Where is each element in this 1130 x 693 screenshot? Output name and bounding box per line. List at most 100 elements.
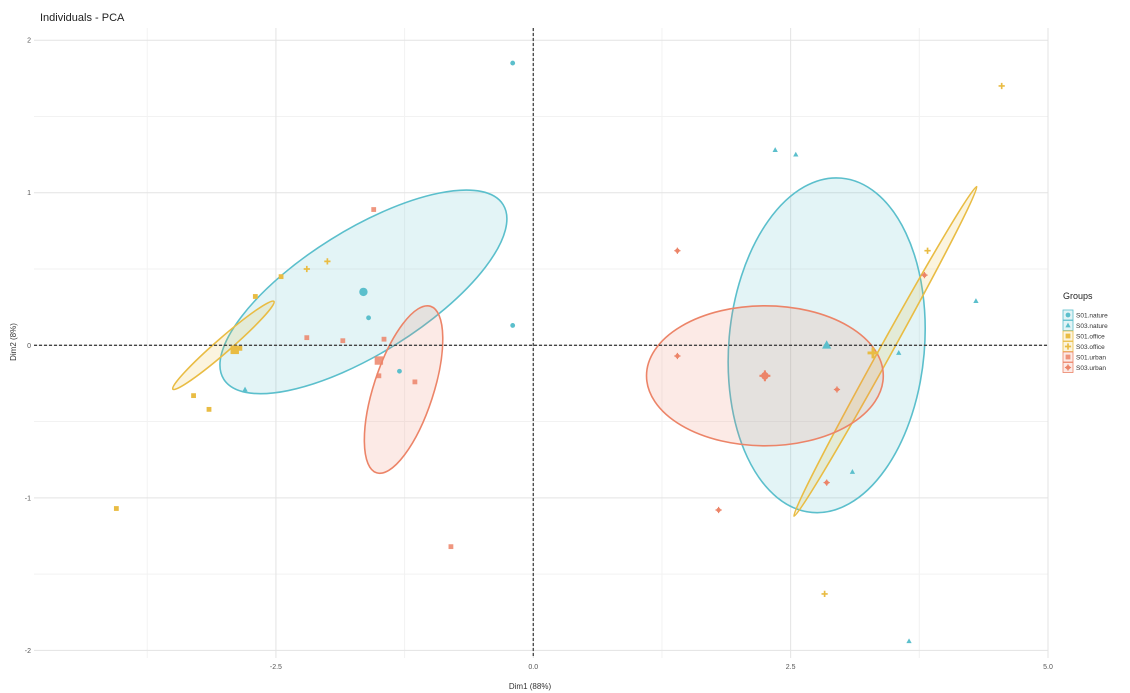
point-shape xyxy=(849,469,856,474)
point xyxy=(715,506,722,514)
centroid xyxy=(359,287,368,297)
legend-key-marker-shape xyxy=(1065,322,1071,328)
legend-label: S01.office xyxy=(1076,333,1105,340)
point xyxy=(906,638,912,644)
point-arms xyxy=(715,506,722,514)
point xyxy=(793,151,799,157)
point xyxy=(924,247,931,254)
point-shape xyxy=(304,335,310,341)
y-tick-label: 0 xyxy=(27,343,31,350)
point xyxy=(833,386,841,393)
point xyxy=(510,323,516,328)
point-shape xyxy=(821,590,828,598)
legend-key-marker xyxy=(1065,312,1071,318)
point-shape xyxy=(303,265,310,273)
point-shape xyxy=(371,207,377,212)
point xyxy=(674,352,681,360)
centroid-arms xyxy=(759,370,771,382)
reference-lines xyxy=(34,28,1048,658)
legend-key-marker-shape xyxy=(1064,343,1072,350)
grid xyxy=(34,28,1049,658)
centroid-shape xyxy=(230,345,239,355)
point xyxy=(376,373,382,379)
point xyxy=(896,350,902,355)
point-arms xyxy=(921,271,928,279)
centroid-shape xyxy=(374,356,384,365)
point xyxy=(278,274,284,280)
legend-label: S01.urban xyxy=(1076,354,1106,361)
point xyxy=(772,147,778,152)
chart-title: Individuals - PCA xyxy=(40,12,125,24)
legend-key-marker xyxy=(1064,364,1072,371)
point-shape xyxy=(397,368,402,374)
legend-label: S03.office xyxy=(1076,344,1105,351)
point-shape xyxy=(973,298,979,303)
ellipse-s03-office xyxy=(793,185,978,517)
point-shape xyxy=(906,638,912,644)
x-tick-label: 0.0 xyxy=(528,664,538,671)
point-shape xyxy=(324,258,331,265)
x-tick-label: 2.5 xyxy=(786,664,796,671)
point xyxy=(448,544,454,550)
legend-title: Groups xyxy=(1063,291,1093,301)
point xyxy=(113,506,119,511)
legend-key xyxy=(1062,341,1074,352)
point-shape xyxy=(113,506,119,511)
legend-key xyxy=(1062,362,1074,373)
legend-label: S03.nature xyxy=(1076,323,1108,330)
point xyxy=(237,345,243,351)
point xyxy=(252,294,258,299)
point xyxy=(412,379,418,385)
centroid xyxy=(759,370,771,382)
y-tick-label: -2 xyxy=(25,648,31,655)
legend-key-marker xyxy=(1065,354,1071,360)
point xyxy=(324,258,331,265)
centroid-shape xyxy=(822,340,832,349)
point-shape xyxy=(510,323,516,328)
point xyxy=(397,368,402,374)
legend-label: S03.urban xyxy=(1076,365,1106,372)
point-arms xyxy=(674,352,681,360)
point xyxy=(191,393,196,399)
legend-key-marker-shape xyxy=(1065,354,1071,360)
ellipse-s01-urban xyxy=(363,304,444,475)
point-shape xyxy=(278,274,284,280)
point-arms xyxy=(823,479,830,486)
point-shape xyxy=(381,336,387,342)
legend-key-marker-arms xyxy=(1064,364,1072,371)
x-axis-title: Dim1 (88%) xyxy=(509,682,552,691)
y-axis-title: Dim2 (8%) xyxy=(9,323,18,361)
point xyxy=(510,60,516,66)
centroid-shape xyxy=(867,347,879,359)
point xyxy=(303,265,310,273)
point-shape xyxy=(924,247,931,254)
y-tick-label: -1 xyxy=(25,495,31,502)
point xyxy=(921,271,928,279)
centroid xyxy=(822,340,832,349)
data-points xyxy=(113,60,1005,644)
legend-key-marker xyxy=(1065,322,1071,328)
x-tick-label: -2.5 xyxy=(270,664,282,671)
point xyxy=(340,338,346,344)
centroid xyxy=(374,356,384,365)
point xyxy=(242,386,248,392)
legend-label: S01.nature xyxy=(1076,312,1108,319)
legend-key xyxy=(1062,330,1074,342)
point-shape xyxy=(412,379,418,385)
point xyxy=(381,336,387,342)
point xyxy=(823,479,830,486)
point xyxy=(674,247,681,254)
confidence-ellipses xyxy=(171,177,978,517)
point xyxy=(821,590,828,598)
legend-key-marker-shape xyxy=(1065,312,1071,318)
point-shape xyxy=(242,386,248,392)
point-shape xyxy=(772,147,778,152)
legend-key xyxy=(1062,320,1074,331)
point-shape xyxy=(896,350,902,355)
point xyxy=(206,406,212,412)
legend-key xyxy=(1062,351,1074,363)
point xyxy=(366,315,371,321)
point xyxy=(998,82,1005,90)
legend-key-marker-shape xyxy=(1065,333,1071,339)
